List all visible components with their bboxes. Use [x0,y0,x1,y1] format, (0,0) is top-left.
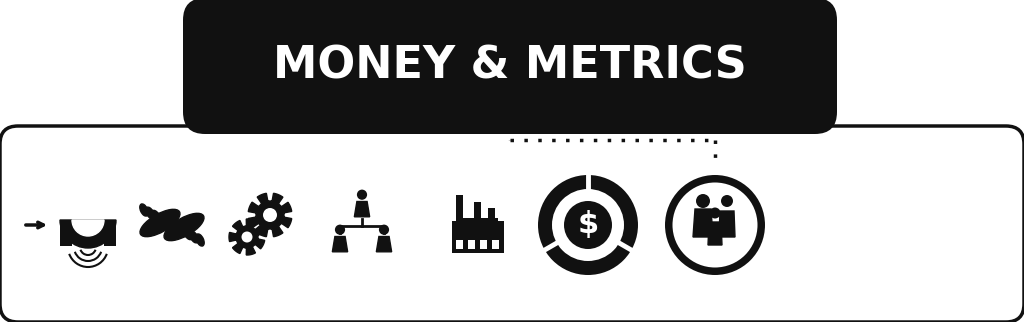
Text: MONEY & METRICS: MONEY & METRICS [273,44,746,88]
Bar [60,220,72,242]
Bar [480,240,487,249]
Polygon shape [377,236,391,252]
Polygon shape [333,236,348,252]
Circle shape [242,232,253,242]
Ellipse shape [145,207,155,219]
Bar [492,240,499,249]
Polygon shape [248,193,292,237]
Wedge shape [72,220,104,236]
Bar [474,202,481,223]
Polygon shape [708,222,722,245]
Polygon shape [229,219,264,255]
Circle shape [564,201,612,249]
Ellipse shape [140,204,148,216]
Text: $: $ [578,211,599,240]
Circle shape [673,183,758,268]
Polygon shape [693,209,713,237]
Bar [452,221,504,253]
Ellipse shape [189,231,199,243]
Bar [456,240,463,249]
Wedge shape [60,220,116,248]
Circle shape [263,208,278,222]
Circle shape [721,195,733,207]
Bar [104,220,116,242]
Polygon shape [354,202,370,217]
Circle shape [538,175,638,275]
Ellipse shape [152,210,161,222]
Circle shape [665,175,765,275]
Circle shape [710,207,721,219]
FancyBboxPatch shape [0,126,1024,322]
Bar [458,218,498,222]
Ellipse shape [196,234,204,246]
Bar [456,195,463,223]
Ellipse shape [183,228,193,240]
Circle shape [696,194,710,208]
Circle shape [335,225,345,235]
Bar [104,241,116,246]
Circle shape [552,189,624,261]
Bar [468,240,475,249]
Circle shape [379,225,389,235]
FancyBboxPatch shape [183,0,837,134]
Ellipse shape [164,213,204,241]
Bar [488,208,495,223]
Ellipse shape [140,209,180,237]
Polygon shape [719,211,735,237]
Bar [60,241,72,246]
Circle shape [357,190,367,200]
